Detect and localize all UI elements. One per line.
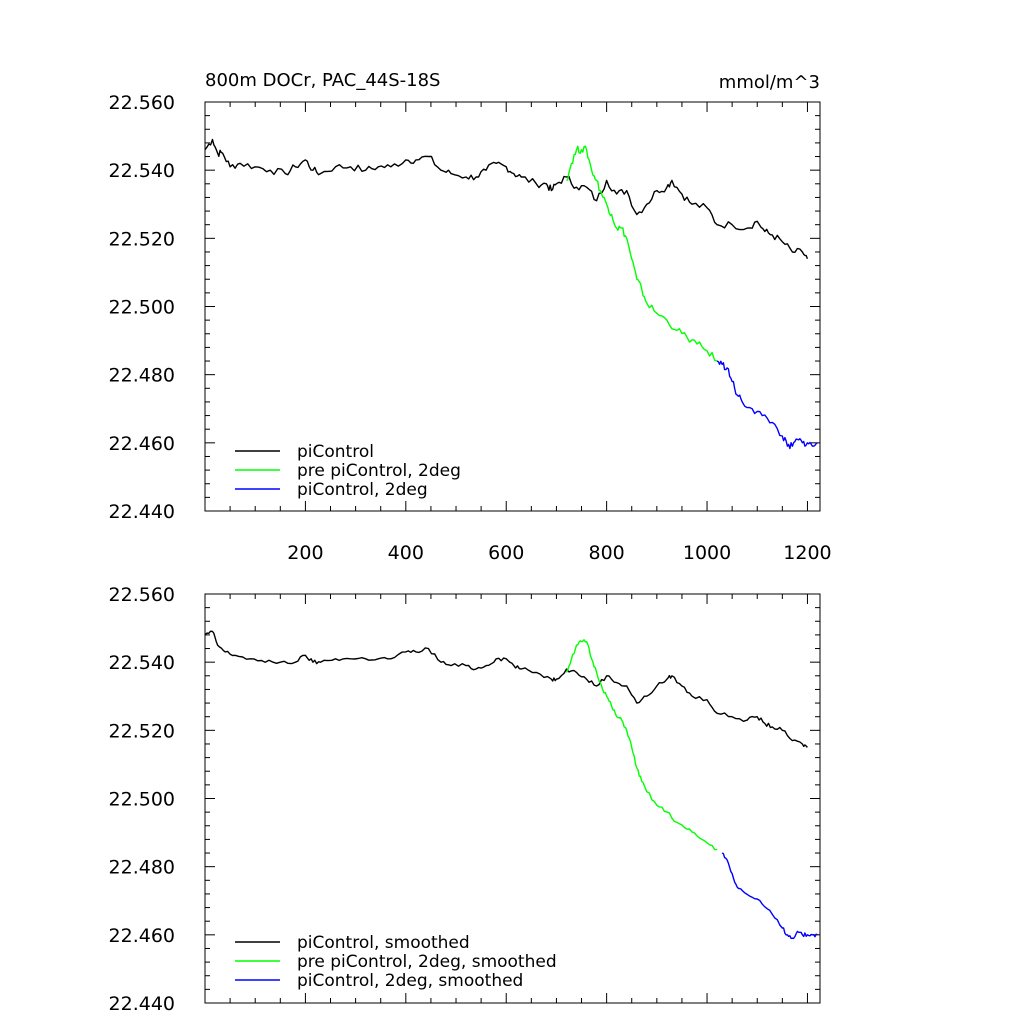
y-tick-label: 22.520	[109, 228, 175, 250]
y-tick-label: 22.520	[109, 720, 175, 742]
series-line	[716, 360, 818, 450]
legend-label: piControl, 2deg, smoothed	[297, 971, 523, 991]
y-tick-label: 22.440	[109, 993, 175, 1015]
y-tick-label: 22.560	[109, 92, 175, 114]
y-tick-label: 22.500	[109, 789, 175, 811]
x-tick-label: 1000	[683, 542, 731, 564]
x-tick-label: 400	[388, 542, 424, 564]
legend-label: piControl, smoothed	[297, 933, 470, 953]
y-tick-label: 22.540	[109, 160, 175, 182]
legend-label: pre piControl, 2deg	[297, 461, 461, 481]
series-line	[566, 145, 718, 362]
top-panel: 200 400 600 800 1000 1200 22.440 22.460 22.480 22…	[109, 92, 832, 564]
series-line	[204, 630, 808, 748]
x-tick-label: 600	[488, 542, 524, 564]
series-line	[565, 639, 718, 851]
y-tick-label: 22.460	[109, 925, 175, 947]
legend-label: piControl, 2deg	[297, 480, 428, 500]
y-tick-label: 22.480	[109, 365, 175, 387]
x-tick-label: 800	[588, 542, 624, 564]
legend-label: piControl	[297, 442, 374, 462]
chart-title: 800m DOCr, PAC_44S-18S	[205, 70, 440, 91]
legend-label: pre piControl, 2deg, smoothed	[297, 952, 557, 972]
y-tick-label: 22.440	[109, 501, 175, 523]
x-tick-label: 200	[287, 542, 323, 564]
bottom-panel: 22.440 22.460 22.480 22.500 22.520 22.540 22.5…	[109, 584, 821, 1015]
y-tick-label: 22.540	[109, 652, 175, 674]
series-line	[204, 138, 809, 260]
x-tick-label: 1200	[783, 542, 831, 564]
y-tick-label: 22.460	[109, 433, 175, 455]
y-tick-label: 22.480	[109, 857, 175, 879]
series-line	[721, 852, 818, 940]
y-tick-label: 22.560	[109, 584, 175, 606]
y-tick-label: 22.500	[109, 297, 175, 319]
units-label: mmol/m^3	[719, 72, 820, 93]
